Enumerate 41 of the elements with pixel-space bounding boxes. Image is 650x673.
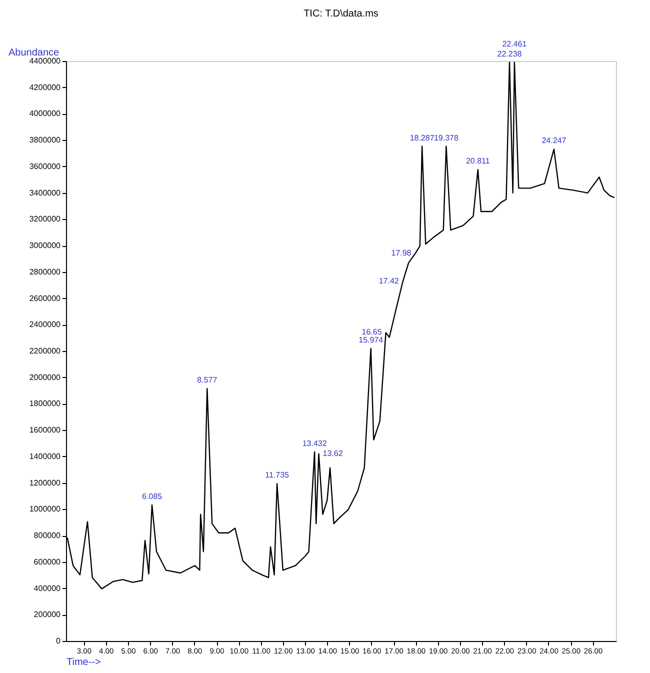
- chart-title: TIC: T.D\data.ms: [304, 8, 378, 20]
- y-tick-label: 4000000: [29, 109, 62, 118]
- y-tick-label: 2000000: [29, 372, 62, 382]
- y-tick-label: 800000: [34, 531, 62, 540]
- y-tick-label: 400000: [34, 584, 62, 593]
- annotation: 19.378: [434, 133, 459, 142]
- annotation: 22.238: [497, 49, 522, 58]
- y-tick-label: 1600000: [29, 426, 62, 435]
- y-tick-label: 3200000: [29, 214, 62, 224]
- y-tick-label: 1000000: [29, 504, 62, 514]
- y-tick-label: 1200000: [29, 478, 62, 488]
- annotation: 17.42: [378, 276, 400, 286]
- y-tick-label: 3000000: [29, 241, 62, 250]
- annotation: 16.65: [362, 328, 382, 337]
- annotation: 17.98: [391, 248, 412, 258]
- y-tick-label: 1400000: [29, 452, 62, 461]
- y-tick-label: 200000: [34, 610, 62, 620]
- y-tick-label: 4200000: [29, 82, 62, 92]
- y-tick-label: 2400000: [29, 320, 62, 330]
- y-tick-label: 600000: [34, 557, 62, 566]
- annotation: 6.085: [142, 492, 163, 501]
- y-tick-label: 2800000: [29, 267, 62, 276]
- annotation: 22.461: [502, 39, 528, 48]
- annotation: 11.735: [265, 470, 290, 480]
- y-tick-label: 1800000: [29, 399, 62, 408]
- y-tick-label: 3600000: [29, 162, 62, 171]
- y-tick-label: 2200000: [29, 346, 62, 356]
- y-tick-label: 3800000: [29, 136, 62, 145]
- y-tick-label: 2600000: [29, 294, 62, 303]
- y-axis-title: Abundance: [8, 48, 60, 58]
- annotation: 8.577: [197, 376, 218, 385]
- annotation: 15.974: [358, 335, 384, 344]
- y-tick-label: 4400000: [29, 56, 62, 66]
- annotation: 20.811: [466, 156, 490, 166]
- annotation: 13.432: [302, 438, 328, 448]
- x-axis-title: Time-->: [66, 657, 102, 668]
- annotation: 18.287: [410, 133, 435, 142]
- annotation: 24.247: [542, 136, 567, 146]
- y-tick-label: 0: [56, 636, 62, 646]
- y-tick-label: 3400000: [29, 188, 62, 198]
- annotation: 13.62: [322, 448, 344, 458]
